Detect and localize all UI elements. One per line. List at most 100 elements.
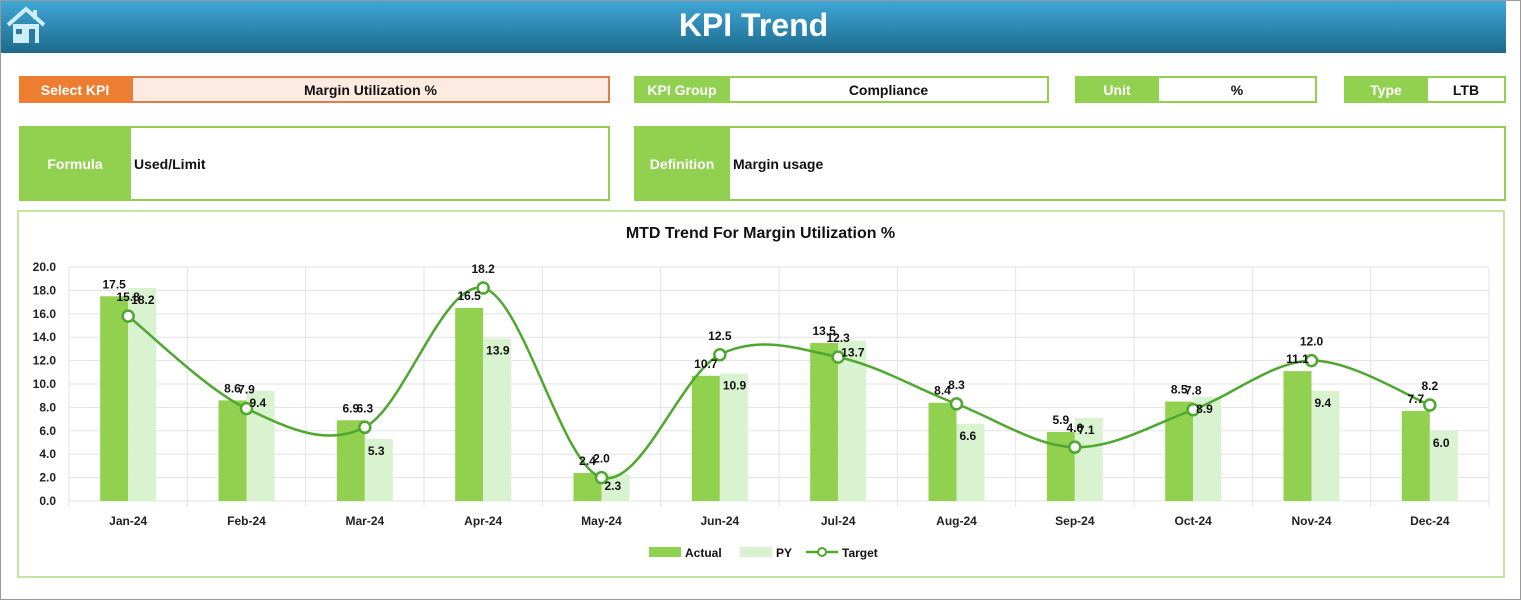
x-tick-label: Nov-24 <box>1291 514 1331 528</box>
data-label-actual: 2.4 <box>579 454 596 468</box>
target-marker <box>949 397 964 411</box>
bar-py <box>1311 391 1340 501</box>
bar-py <box>956 423 985 501</box>
data-label-actual: 8.4 <box>934 384 951 398</box>
legend-py-swatch <box>740 547 772 557</box>
data-label-py: 6.0 <box>1433 436 1450 450</box>
data-label-py: 10.9 <box>723 378 747 392</box>
target-marker <box>239 401 254 416</box>
data-label-actual: 7.7 <box>1407 392 1424 406</box>
data-label-target: 12.5 <box>708 329 732 343</box>
data-label-py: 7.1 <box>1078 423 1095 437</box>
target-marker <box>713 348 727 362</box>
bar-actual <box>1401 410 1430 501</box>
bar-py <box>1429 430 1458 501</box>
kpi-group-label: KPI Group <box>634 76 730 103</box>
unit-value: % <box>1157 76 1317 103</box>
data-label-actual: 16.5 <box>457 289 481 303</box>
type-value: LTB <box>1426 76 1506 103</box>
bar-actual <box>218 400 247 501</box>
data-label-actual: 8.6 <box>224 381 241 395</box>
data-label-target: 12.3 <box>826 331 850 345</box>
formula-value: Used/Limit <box>129 126 610 201</box>
data-label-target: 7.8 <box>1185 384 1202 398</box>
target-marker <box>1423 398 1437 412</box>
legend-py-label: PY <box>776 546 792 560</box>
data-label-py: 2.3 <box>605 479 622 493</box>
bar-actual <box>100 296 129 501</box>
bar-actual <box>928 402 957 501</box>
data-label-target: 4.6 <box>1066 421 1083 435</box>
data-label-py: 18.2 <box>131 293 155 307</box>
y-tick-label: 2.0 <box>39 471 56 485</box>
data-label-py: 9.4 <box>250 396 267 410</box>
bar-actual <box>691 375 720 501</box>
kpi-group-value: Compliance <box>728 76 1049 103</box>
data-label-target: 8.3 <box>948 378 965 392</box>
data-label-py: 13.9 <box>486 343 510 357</box>
bar-py <box>1074 417 1103 501</box>
data-label-actual: 6.9 <box>342 401 359 415</box>
bar-py <box>838 340 867 501</box>
y-tick-label: 14.0 <box>33 330 57 344</box>
select-kpi-dropdown[interactable]: Margin Utilization % <box>131 76 610 103</box>
target-marker <box>121 309 135 323</box>
target-marker <box>594 470 609 485</box>
data-label-target: 6.3 <box>356 401 373 415</box>
x-tick-label: Jul-24 <box>821 514 856 528</box>
data-label-py: 13.7 <box>841 346 865 360</box>
y-tick-label: 12.0 <box>33 354 57 368</box>
bar-py <box>719 373 748 501</box>
x-tick-label: Sep-24 <box>1055 514 1095 528</box>
y-tick-label: 10.0 <box>33 377 57 391</box>
y-tick-label: 16.0 <box>33 307 57 321</box>
target-marker <box>831 350 845 364</box>
x-tick-label: Oct-24 <box>1174 514 1212 528</box>
target-marker <box>1304 353 1319 368</box>
data-label-actual: 17.5 <box>102 277 126 291</box>
data-label-py: 9.4 <box>1315 396 1332 410</box>
data-label-actual: 13.5 <box>812 324 836 338</box>
x-tick-label: Jan-24 <box>109 514 147 528</box>
data-label-target: 12.0 <box>1300 335 1324 349</box>
target-marker <box>476 281 490 295</box>
legend-target-marker <box>817 547 827 557</box>
y-tick-label: 20.0 <box>33 260 57 274</box>
legend-actual-label: Actual <box>685 546 722 560</box>
type-label: Type <box>1344 76 1428 103</box>
data-label-target: 15.8 <box>116 290 140 304</box>
y-tick-label: 4.0 <box>39 447 56 461</box>
chart-title: MTD Trend For Margin Utilization % <box>625 225 896 242</box>
formula-label: Formula <box>19 126 131 201</box>
unit-label: Unit <box>1075 76 1159 103</box>
chart-container <box>17 210 1505 578</box>
x-tick-label: Apr-24 <box>464 514 502 528</box>
target-marker <box>1068 440 1082 454</box>
home-icon[interactable] <box>5 5 47 45</box>
page-title: KPI Trend <box>678 7 829 43</box>
bar-py <box>483 338 512 501</box>
x-tick-label: Feb-24 <box>227 514 266 528</box>
data-label-actual: 10.7 <box>694 357 718 371</box>
definition-value: Margin usage <box>728 126 1506 201</box>
x-tick-label: Jun-24 <box>700 514 739 528</box>
target-marker <box>1186 402 1200 417</box>
data-label-py: 6.6 <box>960 429 977 443</box>
definition-label: Definition <box>634 126 730 201</box>
x-tick-label: Mar-24 <box>345 514 384 528</box>
data-label-actual: 11.1 <box>1286 352 1309 366</box>
data-label-target: 8.2 <box>1421 379 1438 393</box>
bar-actual <box>455 307 484 501</box>
y-tick-label: 8.0 <box>39 400 56 414</box>
y-tick-label: 0.0 <box>39 494 56 508</box>
x-tick-label: Aug-24 <box>936 514 977 528</box>
bar-py <box>128 288 157 501</box>
data-label-py: 8.9 <box>1196 402 1213 416</box>
target-marker <box>358 420 372 435</box>
legend-target-label: Target <box>842 546 878 560</box>
y-tick-label: 6.0 <box>39 424 56 438</box>
x-tick-label: Dec-24 <box>1410 514 1450 528</box>
x-tick-label: May-24 <box>581 514 622 528</box>
data-label-actual: 5.9 <box>1052 413 1069 427</box>
